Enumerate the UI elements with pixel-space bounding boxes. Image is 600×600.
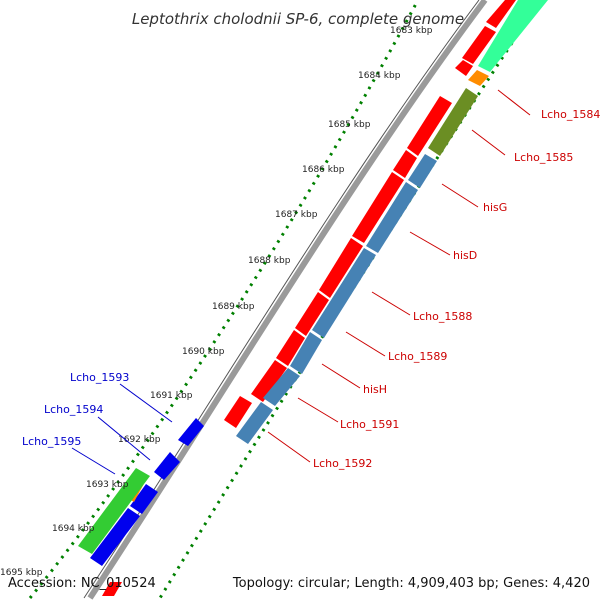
- outer-dotted-ring: [158, 0, 542, 599]
- gene-bar: [312, 248, 376, 338]
- forward-cds-track: [224, 0, 516, 428]
- gene-label: Lcho_1585: [514, 151, 573, 164]
- gene-label: Lcho_1589: [388, 350, 447, 363]
- left-leader-lines: Lcho_1593 Lcho_1594 Lcho_1595: [22, 371, 173, 475]
- tick-label: 1695 kbp: [0, 568, 43, 578]
- cds-arrow: [407, 96, 452, 156]
- gene-label: Lcho_1595: [22, 435, 81, 448]
- tick-label: 1690 kbp: [182, 347, 225, 357]
- tick-labels: 1683 kbp 1684 kbp 1685 kbp 1686 kbp 1687 kbp…: [0, 26, 433, 578]
- cds-arrow: [251, 360, 287, 402]
- tick-label: 1691 kbp: [150, 391, 193, 401]
- tick-label: 1688 kbp: [248, 256, 291, 266]
- gene-bar: [408, 154, 437, 188]
- gene-label: hisH: [363, 383, 387, 396]
- map-title: Leptothrix cholodnii SP-6, complete geno…: [132, 10, 464, 28]
- cds-arrow: [130, 484, 158, 514]
- leader-line: [345, 331, 386, 357]
- genome-summary: Topology: circular; Length: 4,909,403 bp…: [232, 576, 590, 591]
- inner-dotted-ring: [28, 0, 420, 599]
- cds-arrow: [393, 150, 417, 178]
- leader-line: [267, 431, 311, 463]
- cds-arrow: [295, 292, 329, 336]
- cds-arrow: [319, 238, 363, 298]
- gene-bar: [290, 332, 322, 374]
- orange-feature: [468, 70, 489, 86]
- gene-label: Lcho_1588: [413, 310, 472, 323]
- leader-line: [71, 447, 116, 475]
- bottom-red-feature: [102, 582, 122, 596]
- leader-line: [371, 291, 411, 316]
- genome-backbone-inner: [83, 0, 480, 599]
- accession-label: Accession: NC_010524: [8, 576, 156, 591]
- gene-bar-track: [236, 154, 437, 444]
- leader-line: [497, 89, 531, 116]
- leader-line: [97, 416, 151, 461]
- genome-backbone: [87, 0, 488, 600]
- tick-label: 1684 kbp: [358, 71, 401, 81]
- olive-feature: [428, 88, 478, 156]
- reverse-cds-track: [90, 418, 204, 566]
- tick-label: 1694 kbp: [52, 524, 95, 534]
- cds-arrow: [455, 60, 473, 76]
- gene-bar: [263, 368, 300, 406]
- cds-arrow: [486, 0, 516, 28]
- cds-arrow: [352, 172, 404, 243]
- gene-label: hisG: [483, 201, 507, 214]
- gene-label: Lcho_1584: [541, 108, 600, 121]
- gene-label: Lcho_1594: [44, 403, 103, 416]
- leader-line: [119, 383, 173, 423]
- tick-label: 1687 kbp: [275, 210, 318, 220]
- tick-label: 1683 kbp: [390, 26, 433, 36]
- gene-label: Lcho_1592: [313, 457, 372, 470]
- leader-line: [321, 363, 361, 389]
- gene-bar: [366, 182, 418, 253]
- green-feature: [78, 468, 150, 554]
- tick-label: 1692 kbp: [118, 435, 161, 445]
- cds-arrow: [462, 26, 496, 64]
- leader-line: [409, 231, 451, 256]
- tick-label: 1689 kbp: [212, 302, 255, 312]
- leader-line: [471, 129, 506, 156]
- gene-label: hisD: [453, 249, 477, 262]
- leader-line: [441, 183, 479, 208]
- tick-label: 1693 kbp: [86, 480, 129, 490]
- right-leader-lines: Lcho_1584 Lcho_1585 hisG hisD Lcho_1588 Lcho_…: [267, 89, 600, 470]
- cds-arrow: [90, 508, 140, 566]
- gene-bar: [236, 402, 273, 444]
- gene-label: Lcho_1593: [70, 371, 129, 384]
- cds-arrow: [154, 452, 180, 480]
- cds-arrow: [178, 418, 204, 446]
- cds-arrow: [276, 330, 305, 366]
- leader-line: [297, 397, 339, 423]
- tick-label: 1686 kbp: [302, 165, 345, 175]
- gene-label: Lcho_1591: [340, 418, 399, 431]
- tick-label: 1685 kbp: [328, 120, 371, 130]
- cds-arrow: [224, 396, 252, 428]
- mint-feature: [478, 0, 548, 72]
